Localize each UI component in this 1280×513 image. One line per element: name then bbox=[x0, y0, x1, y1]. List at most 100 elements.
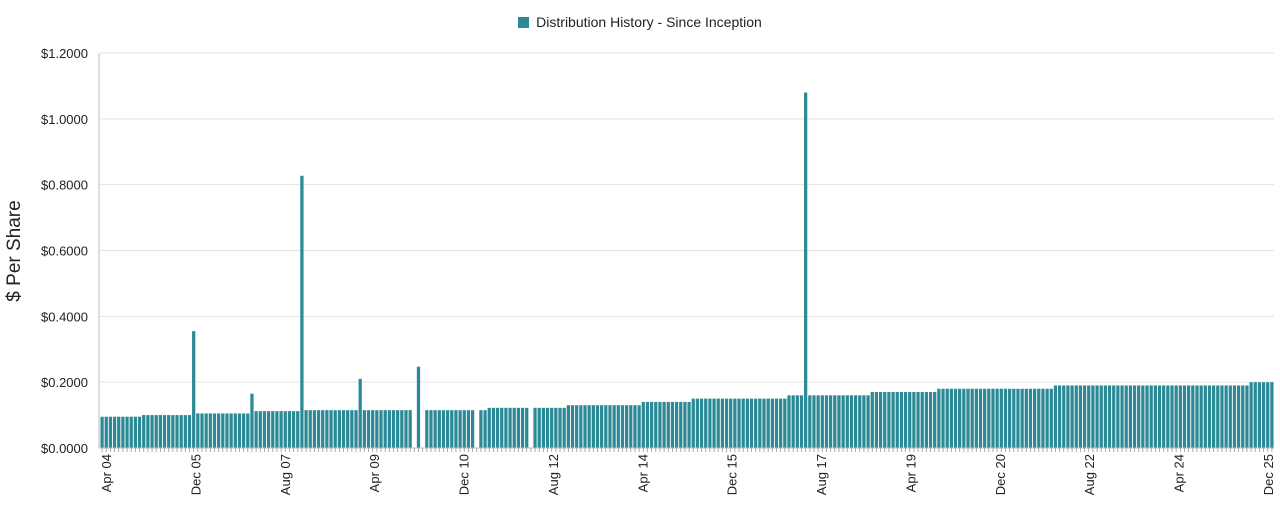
distribution-bar[interactable] bbox=[354, 410, 358, 448]
distribution-bar[interactable] bbox=[891, 392, 895, 448]
distribution-bar[interactable] bbox=[1074, 385, 1078, 448]
chart-legend[interactable]: Distribution History - Since Inception bbox=[0, 14, 1280, 30]
distribution-bar[interactable] bbox=[620, 405, 625, 448]
distribution-bar[interactable] bbox=[566, 405, 570, 448]
distribution-bar[interactable] bbox=[987, 388, 991, 448]
distribution-bar[interactable] bbox=[1099, 385, 1103, 448]
distribution-bar[interactable] bbox=[175, 415, 179, 448]
distribution-bar[interactable] bbox=[1037, 388, 1041, 448]
distribution-bar[interactable] bbox=[362, 410, 366, 448]
distribution-bar[interactable] bbox=[870, 392, 874, 448]
distribution-bar[interactable] bbox=[516, 407, 521, 448]
distribution-bar[interactable] bbox=[949, 388, 953, 448]
distribution-bar[interactable] bbox=[600, 405, 604, 448]
distribution-bar[interactable] bbox=[150, 415, 154, 448]
distribution-bar[interactable] bbox=[387, 410, 391, 448]
distribution-bar[interactable] bbox=[1033, 388, 1037, 448]
distribution-bar[interactable] bbox=[687, 401, 691, 448]
distribution-bar[interactable] bbox=[1266, 382, 1270, 448]
distribution-bar[interactable] bbox=[874, 392, 879, 448]
distribution-bar[interactable] bbox=[250, 393, 254, 448]
distribution-bar[interactable] bbox=[158, 415, 162, 448]
distribution-bar[interactable] bbox=[1224, 385, 1228, 448]
distribution-bar[interactable] bbox=[300, 175, 304, 448]
distribution-bar[interactable] bbox=[312, 410, 317, 448]
distribution-bar[interactable] bbox=[446, 410, 450, 448]
distribution-bar[interactable] bbox=[737, 398, 741, 449]
distribution-bar[interactable] bbox=[500, 407, 504, 448]
distribution-bar[interactable] bbox=[991, 388, 995, 448]
distribution-bar[interactable] bbox=[783, 398, 787, 449]
distribution-bar[interactable] bbox=[729, 398, 733, 449]
distribution-bar[interactable] bbox=[812, 395, 816, 448]
distribution-bar[interactable] bbox=[741, 398, 745, 449]
distribution-bar[interactable] bbox=[608, 405, 612, 448]
distribution-bar[interactable] bbox=[204, 413, 208, 448]
distribution-bar[interactable] bbox=[1070, 385, 1074, 448]
distribution-bar[interactable] bbox=[404, 410, 408, 448]
distribution-bar[interactable] bbox=[1087, 385, 1091, 448]
distribution-bar[interactable] bbox=[125, 416, 129, 448]
distribution-bar[interactable] bbox=[316, 410, 321, 448]
distribution-bar[interactable] bbox=[1149, 385, 1153, 448]
distribution-bar[interactable] bbox=[229, 413, 233, 448]
distribution-bar[interactable] bbox=[121, 416, 125, 448]
distribution-bar[interactable] bbox=[321, 410, 325, 448]
distribution-bar[interactable] bbox=[520, 407, 525, 448]
distribution-bar[interactable] bbox=[654, 401, 658, 448]
distribution-bar[interactable] bbox=[450, 410, 454, 448]
distribution-bar[interactable] bbox=[953, 388, 958, 448]
distribution-bar[interactable] bbox=[242, 413, 246, 448]
distribution-bar[interactable] bbox=[1045, 388, 1049, 448]
distribution-bar[interactable] bbox=[799, 395, 804, 448]
distribution-bar[interactable] bbox=[1195, 385, 1199, 448]
distribution-bar[interactable] bbox=[487, 407, 491, 448]
distribution-bar[interactable] bbox=[733, 398, 737, 449]
distribution-bar[interactable] bbox=[1187, 385, 1191, 448]
distribution-bar[interactable] bbox=[958, 388, 962, 448]
distribution-bar[interactable] bbox=[1174, 385, 1178, 448]
distribution-bar[interactable] bbox=[279, 411, 283, 448]
distribution-bar[interactable] bbox=[674, 401, 679, 448]
distribution-bar[interactable] bbox=[200, 413, 204, 448]
distribution-bar[interactable] bbox=[833, 395, 837, 448]
distribution-bar[interactable] bbox=[1157, 385, 1162, 448]
distribution-bar[interactable] bbox=[1236, 385, 1241, 448]
distribution-bar[interactable] bbox=[853, 395, 858, 448]
distribution-bar[interactable] bbox=[458, 410, 462, 448]
distribution-bar[interactable] bbox=[1153, 385, 1157, 448]
distribution-bar[interactable] bbox=[1008, 388, 1012, 448]
distribution-bar[interactable] bbox=[916, 392, 920, 448]
distribution-bar[interactable] bbox=[1028, 388, 1033, 448]
distribution-bar[interactable] bbox=[928, 392, 933, 448]
distribution-bar[interactable] bbox=[762, 398, 766, 449]
distribution-bar[interactable] bbox=[366, 410, 371, 448]
distribution-bar[interactable] bbox=[346, 410, 350, 448]
distribution-bar[interactable] bbox=[1170, 385, 1174, 448]
distribution-bar[interactable] bbox=[795, 395, 799, 448]
distribution-bar[interactable] bbox=[129, 416, 133, 448]
distribution-bar[interactable] bbox=[1041, 388, 1045, 448]
distribution-bar[interactable] bbox=[491, 407, 496, 448]
distribution-bar[interactable] bbox=[920, 392, 924, 448]
distribution-bar[interactable] bbox=[1128, 385, 1132, 448]
distribution-bar[interactable] bbox=[379, 410, 383, 448]
distribution-bar[interactable] bbox=[974, 388, 978, 448]
distribution-bar[interactable] bbox=[1020, 388, 1024, 448]
distribution-bar[interactable] bbox=[1228, 385, 1232, 448]
distribution-bar[interactable] bbox=[325, 410, 329, 448]
distribution-bar[interactable] bbox=[1112, 385, 1116, 448]
distribution-bar[interactable] bbox=[829, 395, 833, 448]
distribution-bar[interactable] bbox=[425, 410, 429, 448]
distribution-bar[interactable] bbox=[100, 416, 104, 448]
distribution-bar[interactable] bbox=[691, 398, 695, 449]
distribution-bar[interactable] bbox=[1012, 388, 1016, 448]
distribution-bar[interactable] bbox=[1141, 385, 1145, 448]
distribution-bar[interactable] bbox=[1103, 385, 1108, 448]
distribution-bar[interactable] bbox=[1078, 385, 1083, 448]
distribution-bar[interactable] bbox=[1257, 382, 1262, 448]
distribution-bar[interactable] bbox=[266, 411, 271, 448]
distribution-bar[interactable] bbox=[774, 398, 779, 449]
distribution-bar[interactable] bbox=[1220, 385, 1224, 448]
distribution-bar[interactable] bbox=[591, 405, 595, 448]
